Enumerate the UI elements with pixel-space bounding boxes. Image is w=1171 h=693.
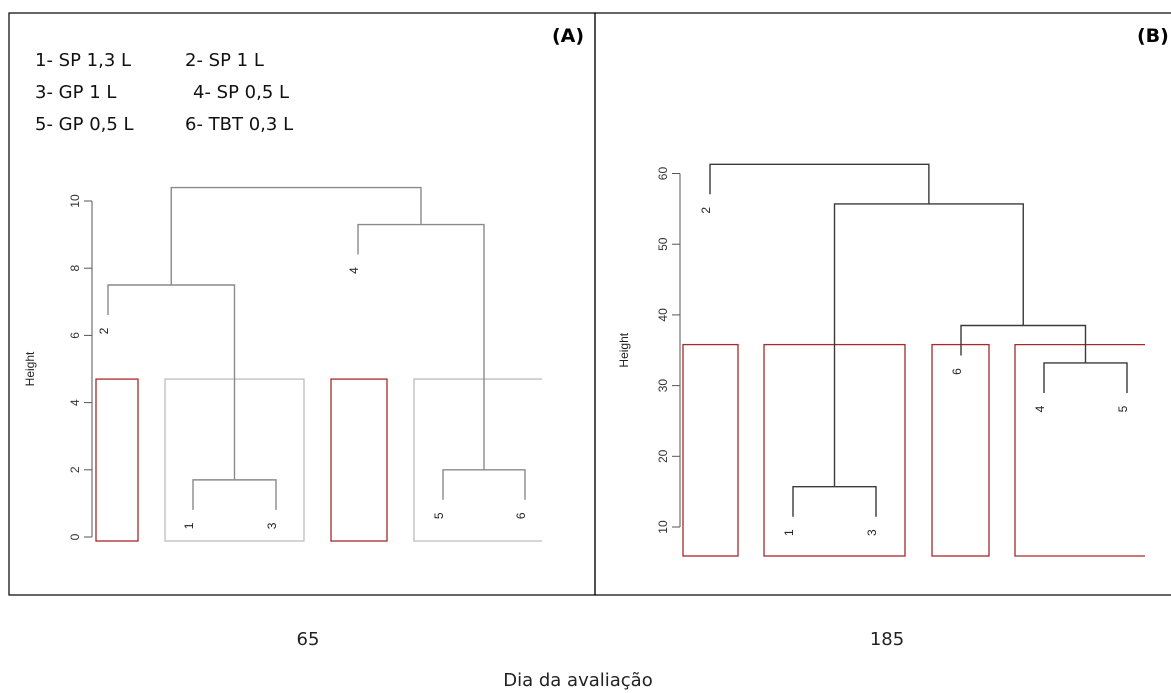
y-tick-label: 4 (68, 399, 82, 406)
cluster-box (413, 378, 542, 542)
dendrogram-branch (192, 479, 277, 510)
y-tick-label: 40 (656, 308, 670, 322)
x-axis-title: Dia da avaliação (503, 670, 652, 691)
y-tick-label: 10 (68, 194, 82, 208)
legend-item: 5- GP 0,5 L (35, 114, 134, 135)
dendrogram-branch (709, 163, 930, 204)
cluster-box (1014, 343, 1145, 557)
dendrogram-a: 0 2 4 6 8 10 Height 2 1 3 4 5 6 (23, 186, 542, 542)
dendrogram-branch (833, 203, 1024, 487)
dendrogram-b: 10 20 30 40 50 60 Height 2 1 3 6 4 5 (617, 163, 1145, 557)
y-axis-title: Height (617, 332, 631, 367)
y-tick-label: 60 (656, 167, 670, 181)
leaf-label: 5 (1116, 405, 1130, 412)
leaf-label: 1 (182, 522, 196, 529)
cluster-box (931, 343, 990, 557)
leaf-label: 4 (1033, 405, 1047, 412)
legend-item: 3- GP 1 L (35, 82, 116, 103)
cluster-box (95, 378, 139, 542)
legend-item: 2- SP 1 L (185, 50, 264, 71)
panel-b-border (594, 12, 1171, 596)
leaf-label: 2 (97, 327, 111, 334)
legend-item: 6- TBT 0,3 L (185, 114, 293, 135)
dendrogram-branch (442, 469, 526, 500)
legend-item: 4- SP 0,5 L (193, 82, 289, 103)
y-tick-label: 10 (656, 520, 670, 534)
panel-b-label: (B) (1137, 25, 1169, 47)
legend-item: 1- SP 1,3 L (35, 50, 131, 71)
dendrogram-branch (1043, 362, 1128, 393)
y-tick-label: 20 (656, 449, 670, 463)
cluster-box (330, 378, 388, 542)
day-label-a: 65 (297, 629, 320, 650)
dendrogram-branch (170, 186, 422, 285)
dendrogram-branch (107, 284, 236, 480)
y-tick-label: 2 (68, 466, 82, 473)
y-tick-label: 0 (68, 533, 82, 540)
leaf-label: 6 (950, 368, 964, 375)
leaf-label: 1 (782, 529, 796, 536)
leaf-label: 4 (347, 267, 361, 274)
panel-a-label: (A) (552, 25, 584, 47)
day-label-b: 185 (870, 629, 904, 650)
legend: 1- SP 1,3 L 2- SP 1 L 3- GP 1 L 4- SP 0,… (35, 50, 293, 135)
cluster-box (682, 343, 739, 557)
y-tick-label: 50 (656, 237, 670, 251)
leaf-label: 2 (699, 207, 713, 214)
leaf-label: 6 (514, 512, 528, 519)
leaf-label: 3 (865, 529, 879, 536)
y-tick-label: 8 (68, 265, 82, 272)
y-axis-title: Height (23, 351, 37, 386)
leaf-label: 3 (265, 522, 279, 529)
y-tick-label: 30 (656, 379, 670, 393)
y-tick-label: 6 (68, 332, 82, 339)
leaf-label: 5 (432, 512, 446, 519)
dendrogram-branch (357, 223, 485, 470)
dendrogram-branch (792, 486, 877, 517)
